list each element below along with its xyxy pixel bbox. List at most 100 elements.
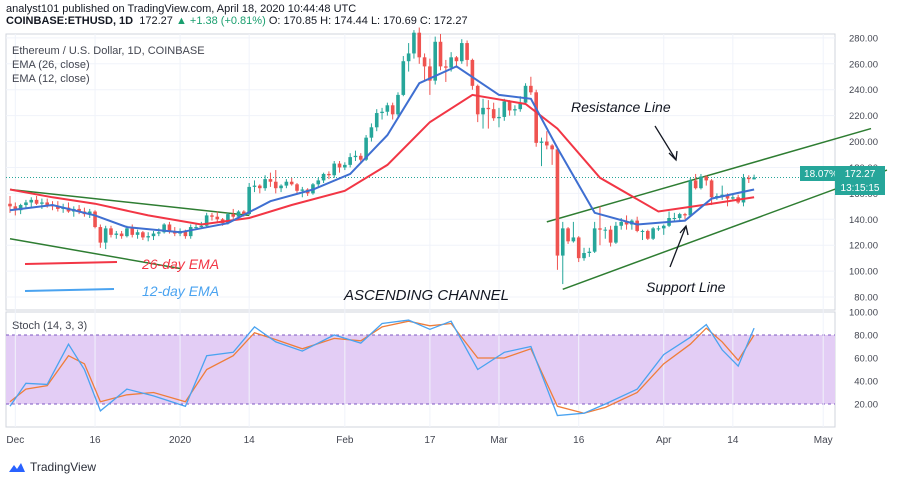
candle-body — [369, 127, 374, 138]
candle-body — [125, 228, 129, 237]
candle-body — [704, 176, 709, 181]
candle-body — [560, 228, 565, 256]
ema26-annotation: 26-day EMA — [141, 256, 219, 272]
candle-body — [343, 164, 347, 168]
candle-body — [231, 214, 236, 217]
candle-body — [651, 228, 655, 239]
candle-body — [433, 41, 437, 81]
candle-body — [236, 211, 241, 217]
candle-body — [417, 32, 422, 58]
ema12-legend: EMA (12, close) — [12, 73, 90, 85]
candle-body — [401, 61, 406, 95]
stoch-tick-label: 60.00 — [854, 354, 878, 365]
candle-body — [151, 233, 156, 237]
candle-body — [683, 214, 687, 216]
candle-body — [598, 228, 602, 230]
candle-body — [731, 197, 735, 199]
candle-body — [752, 177, 756, 180]
candle-body — [481, 107, 485, 115]
candle-body — [109, 228, 113, 235]
channel-annotation: ASCENDING CHANNEL — [343, 287, 509, 304]
time-tick-label: 14 — [727, 435, 739, 446]
stoch-tick-label: 100.00 — [849, 308, 878, 319]
countdown-tag-text: 13:15:15 — [841, 183, 880, 194]
candle-body — [571, 237, 576, 242]
candle-body — [135, 232, 140, 235]
candle-body — [693, 180, 698, 189]
time-tick-label: 17 — [424, 435, 436, 446]
candle-body — [587, 251, 592, 253]
candle-body — [374, 113, 379, 128]
candle-body — [87, 211, 92, 215]
candle-body — [438, 41, 443, 67]
candle-body — [114, 233, 119, 235]
time-tick-label: Apr — [656, 435, 672, 446]
candle-body — [390, 105, 395, 115]
price-grid — [6, 34, 835, 427]
countdown-tag — [835, 181, 885, 195]
candle-body — [470, 59, 475, 86]
ema26-legend: EMA (26, close) — [12, 59, 90, 71]
resistance-line — [546, 127, 872, 223]
candle-body — [300, 189, 305, 191]
candle-body — [98, 227, 103, 243]
candle-body — [529, 85, 533, 93]
ema12-legend-swatch — [24, 288, 115, 292]
candle-body — [422, 57, 427, 67]
candle-body — [518, 102, 523, 110]
candle-body — [523, 85, 528, 103]
candles — [8, 27, 756, 285]
candle-body — [592, 228, 597, 252]
percent-tag-text: 18.07% — [804, 169, 838, 180]
support-annotation: Support Line — [646, 279, 726, 295]
candle-body — [491, 109, 496, 119]
candle-body — [661, 225, 666, 229]
candle-body — [316, 180, 321, 185]
time-tick-label: May — [814, 435, 833, 446]
candle-body — [103, 228, 108, 243]
candle-body — [412, 32, 416, 54]
chart-title: Ethereum / U.S. Dollar, 1D, COINBASE — [12, 45, 205, 57]
candle-body — [226, 214, 230, 224]
candle-body — [194, 227, 198, 229]
candle-body — [45, 202, 50, 206]
candle-body — [332, 163, 337, 176]
candle-body — [619, 221, 624, 226]
candle-body — [406, 53, 411, 62]
candle-body — [576, 237, 581, 259]
candle-body — [252, 185, 257, 187]
candle-body — [459, 43, 464, 62]
candle-body — [741, 177, 746, 203]
candle-body — [614, 225, 618, 243]
candle-body — [449, 57, 453, 68]
time-tick-label: Dec — [6, 435, 24, 446]
upper-left-line — [9, 188, 250, 217]
candle-body — [475, 85, 480, 115]
symbol-line: COINBASE:ETHUSD, 1D 172.27 ▲ +1.38 (+0.8… — [6, 15, 468, 27]
candle-body — [677, 214, 682, 218]
candle-body — [358, 155, 363, 160]
candle-body — [465, 43, 469, 60]
candle-body — [29, 199, 34, 203]
candle-body — [566, 228, 570, 242]
resistance-arrow — [654, 125, 678, 162]
price-pane — [5, 33, 836, 311]
last-price-tag-text: 172.27 — [845, 169, 876, 180]
tradingview-brand-text: TradingView — [30, 460, 97, 474]
footer-brand[interactable]: TradingView — [8, 460, 96, 474]
candle-body — [93, 211, 97, 228]
candle-body — [321, 173, 326, 181]
stoch-axis: 100.00 80.00 60.00 40.00 20.00 — [849, 308, 878, 411]
candle-body — [603, 229, 608, 231]
candle-body — [34, 199, 39, 204]
candle-body — [204, 215, 209, 226]
candle-body — [210, 215, 214, 217]
candle-body — [56, 206, 60, 209]
candle-body — [199, 225, 204, 228]
price-tick-label: 280.00 — [849, 33, 878, 44]
price-tick-label: 240.00 — [849, 85, 878, 96]
stoch-legend: Stoch (14, 3, 3) — [12, 320, 88, 332]
candle-body — [497, 116, 501, 119]
resistance-annotation: Resistance Line — [571, 99, 671, 115]
